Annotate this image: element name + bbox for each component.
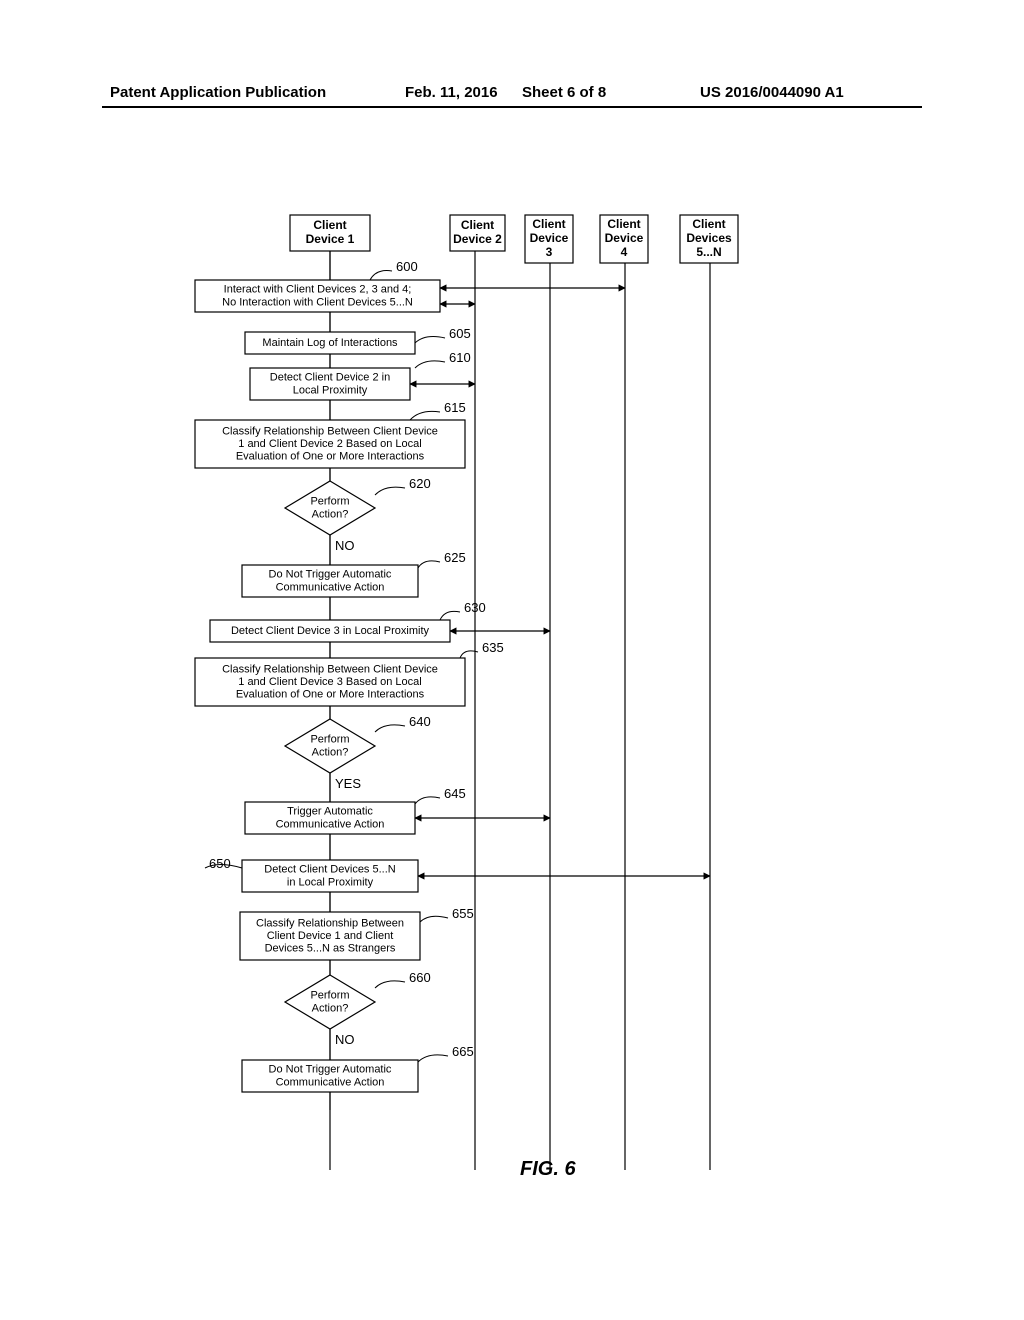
svg-text:YES: YES	[335, 776, 361, 791]
patent-page: Patent Application Publication Feb. 11, …	[0, 0, 1024, 1320]
publication-number: US 2016/0044090 A1	[700, 84, 844, 101]
svg-text:PerformAction?: PerformAction?	[310, 496, 349, 521]
figure-label: FIG. 6	[520, 1158, 576, 1181]
flowchart-diagram: ClientDevice 1ClientDevice 2ClientDevice…	[170, 210, 890, 1210]
svg-text:Maintain Log of Interactions: Maintain Log of Interactions	[262, 337, 398, 349]
svg-text:Classify Relationship Between: Classify Relationship Between Client Dev…	[222, 663, 438, 700]
svg-text:610: 610	[449, 350, 471, 365]
svg-text:PerformAction?: PerformAction?	[310, 990, 349, 1015]
svg-text:Do Not Trigger AutomaticCommun: Do Not Trigger AutomaticCommunicative Ac…	[269, 569, 392, 594]
svg-text:Interact with Client Devices 2: Interact with Client Devices 2, 3 and 4;…	[222, 284, 413, 309]
svg-text:Classify Relationship Between: Classify Relationship Between Client Dev…	[222, 425, 438, 462]
svg-text:640: 640	[409, 714, 431, 729]
svg-text:615: 615	[444, 400, 466, 415]
publication-sheet: Sheet 6 of 8	[522, 84, 606, 101]
svg-text:NO: NO	[335, 538, 355, 553]
svg-text:Classify Relationship BetweenC: Classify Relationship BetweenClient Devi…	[256, 917, 404, 954]
svg-text:Do Not Trigger AutomaticCommun: Do Not Trigger AutomaticCommunicative Ac…	[269, 1064, 392, 1089]
svg-text:625: 625	[444, 550, 466, 565]
svg-text:635: 635	[482, 640, 504, 655]
publication-date: Feb. 11, 2016	[405, 84, 498, 101]
svg-text:665: 665	[452, 1044, 474, 1059]
svg-text:NO: NO	[335, 1032, 355, 1047]
svg-text:Trigger AutomaticCommunicative: Trigger AutomaticCommunicative Action	[276, 806, 385, 831]
svg-text:655: 655	[452, 906, 474, 921]
svg-text:Detect Client Device 3 in Loca: Detect Client Device 3 in Local Proximit…	[231, 625, 430, 637]
header-rule	[102, 106, 922, 108]
svg-text:650: 650	[209, 856, 231, 871]
svg-text:PerformAction?: PerformAction?	[310, 734, 349, 759]
svg-text:645: 645	[444, 786, 466, 801]
svg-text:630: 630	[464, 600, 486, 615]
svg-text:620: 620	[409, 476, 431, 491]
svg-text:605: 605	[449, 326, 471, 341]
svg-text:660: 660	[409, 970, 431, 985]
svg-text:600: 600	[396, 259, 418, 274]
publication-type: Patent Application Publication	[110, 84, 326, 101]
